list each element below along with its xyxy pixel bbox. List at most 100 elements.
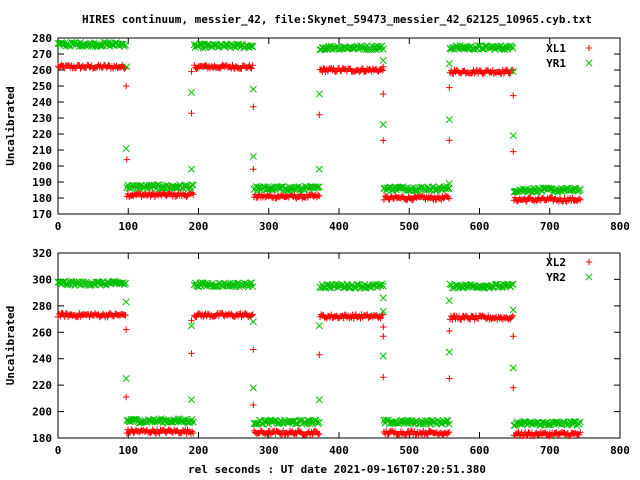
data-point: [188, 317, 195, 324]
series-yr2: [54, 277, 584, 430]
data-point: [121, 41, 129, 49]
data-point: [315, 192, 323, 200]
data-point: [188, 110, 195, 117]
data-point: [411, 428, 418, 435]
data-point: [509, 68, 517, 76]
data-point: [424, 431, 431, 438]
x-tick-label: 200: [189, 444, 209, 457]
y-tick-label: 300: [32, 273, 52, 286]
data-point: [210, 41, 219, 49]
data-point: [469, 313, 476, 320]
y-axis-label: Uncalibrated: [4, 306, 17, 385]
data-point: [303, 420, 311, 428]
data-point: [131, 416, 139, 424]
x-tick-label: 800: [610, 220, 630, 233]
y-tick-label: 230: [32, 112, 52, 125]
legend-label: YR2: [546, 271, 566, 284]
data-point: [315, 396, 323, 404]
data-point: [188, 68, 195, 75]
data-point: [511, 188, 519, 196]
data-point: [123, 63, 131, 71]
data-point: [515, 428, 522, 436]
data-point: [446, 137, 453, 144]
data-point: [403, 431, 410, 438]
data-point: [122, 374, 130, 383]
x-tick-label: 600: [470, 444, 490, 457]
data-point: [575, 195, 583, 202]
y-tick-label: 200: [32, 406, 52, 419]
data-point: [509, 280, 517, 289]
y-tick-label: 280: [32, 32, 52, 45]
data-point: [315, 322, 323, 330]
y-tick-label: 260: [32, 64, 52, 77]
y-tick-label: 180: [32, 192, 52, 205]
x-tick-label: 0: [55, 444, 62, 457]
data-point: [379, 307, 387, 315]
data-point: [315, 183, 323, 191]
data-point: [249, 318, 257, 326]
data-point: [319, 283, 327, 291]
legend-label: YR1: [546, 57, 566, 70]
data-point: [122, 393, 130, 401]
data-point: [320, 65, 327, 72]
data-point: [313, 184, 321, 192]
data-point: [246, 279, 255, 287]
data-point: [122, 82, 130, 90]
data-point: [187, 88, 196, 96]
data-point: [491, 46, 499, 54]
y-tick-label: 180: [32, 432, 52, 445]
data-point: [380, 374, 387, 381]
data-point: [316, 111, 323, 118]
data-point: [314, 192, 322, 199]
data-point: [250, 401, 257, 409]
legend-marker: [585, 59, 593, 67]
data-point: [380, 333, 387, 340]
data-point: [364, 282, 372, 291]
x-tick-label: 400: [329, 220, 349, 233]
data-point: [509, 44, 517, 52]
data-point: [249, 311, 256, 318]
data-point: [188, 350, 195, 357]
x-tick-label: 500: [399, 220, 419, 233]
data-point: [445, 297, 453, 305]
data-point: [128, 181, 137, 190]
data-point: [187, 165, 196, 173]
legend-marker: [585, 44, 593, 52]
series-xl1: [54, 61, 584, 205]
data-point: [149, 189, 156, 197]
data-point: [99, 310, 107, 317]
x-tick-label: 500: [399, 444, 419, 457]
data-point: [248, 65, 255, 72]
y-tick-label: 240: [32, 353, 52, 366]
y-tick-label: 220: [32, 128, 52, 141]
data-point: [445, 195, 453, 202]
data-point: [187, 396, 196, 404]
data-point: [510, 148, 517, 155]
data-point: [445, 428, 453, 436]
data-point: [379, 294, 387, 302]
data-point: [122, 326, 130, 333]
data-point: [315, 418, 323, 426]
data-point: [248, 312, 255, 319]
data-point: [445, 420, 453, 428]
y-tick-label: 190: [32, 176, 52, 189]
y-axis-label: Uncalibrated: [4, 86, 17, 165]
data-point: [242, 310, 250, 317]
data-point: [187, 417, 195, 425]
data-point: [445, 60, 453, 68]
data-point: [189, 181, 197, 189]
x-tick-label: 0: [55, 220, 62, 233]
data-point: [202, 61, 209, 69]
data-point: [482, 282, 490, 290]
data-point: [122, 298, 130, 306]
data-point: [359, 65, 366, 72]
data-point: [250, 346, 257, 353]
data-point: [576, 185, 584, 193]
data-point: [250, 103, 257, 110]
data-point: [265, 185, 273, 193]
x-tick-label: 100: [118, 220, 138, 233]
y-tick-label: 220: [32, 379, 52, 392]
y-tick-label: 200: [32, 160, 52, 173]
data-point: [400, 184, 408, 192]
x-tick-label: 100: [118, 444, 138, 457]
